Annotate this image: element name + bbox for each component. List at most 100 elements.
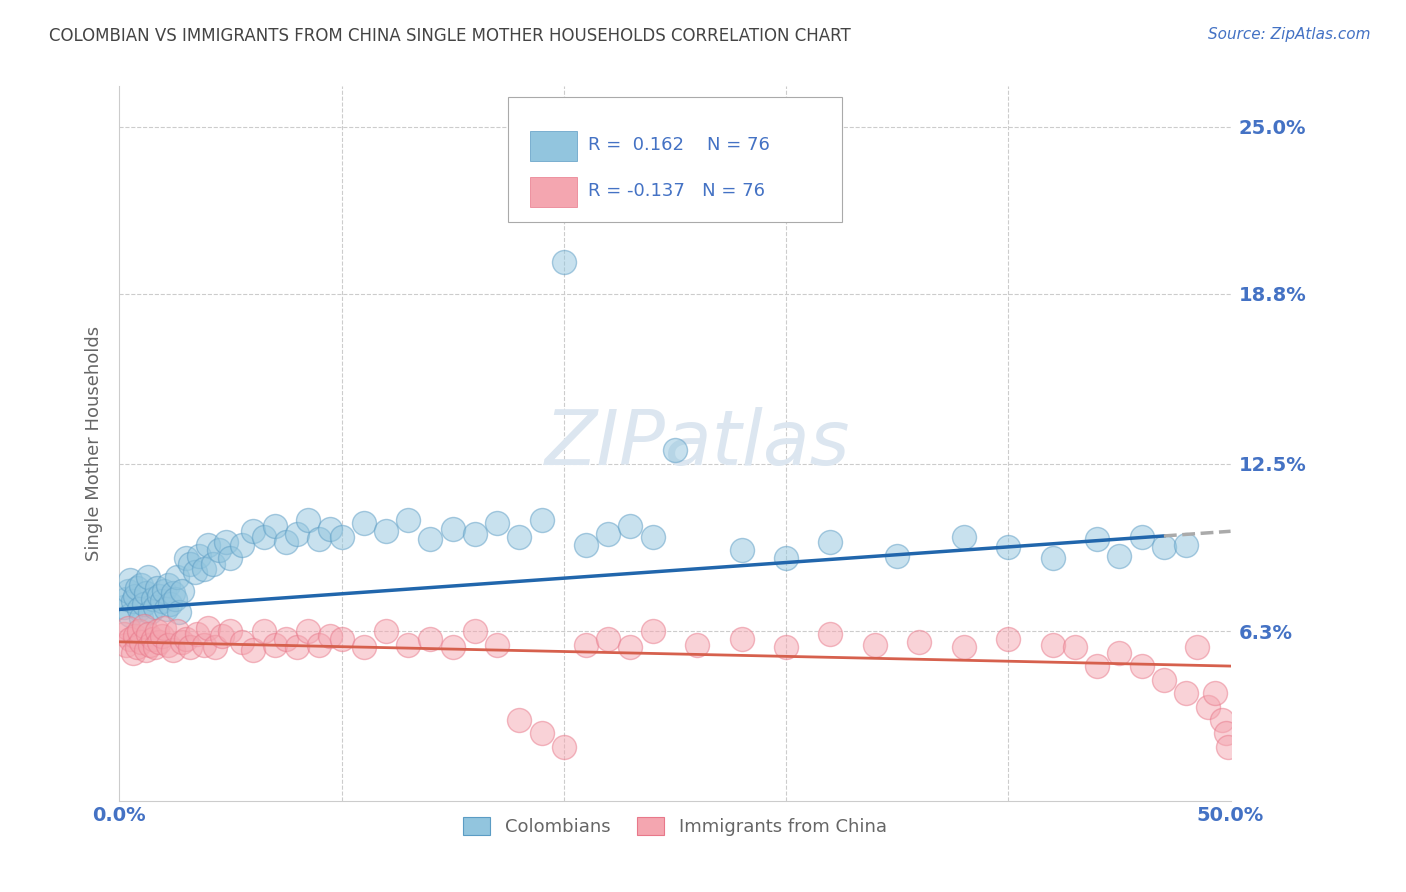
Point [730, 543, 752, 558]
Point [1108, 646, 1130, 660]
Point [169, 605, 191, 619]
Point [174, 551, 197, 566]
Point [150, 594, 173, 608]
Point [1215, 726, 1237, 740]
Point [193, 562, 215, 576]
Point [330, 530, 353, 544]
Point [197, 538, 219, 552]
Point [208, 543, 231, 558]
Point [139, 638, 162, 652]
Point [419, 632, 441, 646]
Point [820, 626, 842, 640]
Point [997, 632, 1019, 646]
Point [155, 602, 177, 616]
Text: R = -0.137   N = 76: R = -0.137 N = 76 [588, 182, 765, 201]
Point [1204, 686, 1226, 700]
Point [598, 632, 620, 646]
Text: Source: ZipAtlas.com: Source: ZipAtlas.com [1208, 27, 1371, 42]
Point [619, 640, 641, 655]
Point [179, 557, 201, 571]
Point [215, 535, 238, 549]
Point [486, 638, 509, 652]
Point [953, 530, 976, 544]
Point [730, 632, 752, 646]
Point [886, 549, 908, 563]
Point [136, 570, 159, 584]
Point [166, 570, 188, 584]
Point [174, 632, 197, 646]
Point [530, 513, 553, 527]
Point [112, 626, 135, 640]
Point [166, 624, 188, 638]
Point [142, 591, 165, 606]
Point [1187, 640, 1209, 655]
Point [285, 640, 308, 655]
Point [1064, 640, 1087, 655]
Point [575, 638, 598, 652]
Point [115, 591, 138, 606]
Point [124, 589, 146, 603]
Point [131, 578, 153, 592]
Point [148, 635, 170, 649]
Point [146, 581, 169, 595]
Point [197, 621, 219, 635]
Point [179, 640, 201, 655]
Point [131, 635, 153, 649]
Point [120, 632, 142, 646]
Point [441, 522, 464, 536]
Point [297, 513, 319, 527]
Point [486, 516, 509, 531]
Point [162, 586, 184, 600]
Point [120, 607, 142, 622]
Point [530, 726, 553, 740]
Point [157, 638, 180, 652]
Point [211, 629, 233, 643]
Point [598, 527, 620, 541]
Point [263, 638, 285, 652]
Point [1153, 541, 1175, 555]
Point [263, 519, 285, 533]
Point [396, 513, 419, 527]
Point [193, 638, 215, 652]
Point [274, 632, 297, 646]
Point [396, 638, 419, 652]
Point [128, 602, 150, 616]
Point [112, 599, 135, 614]
Point [142, 632, 165, 646]
Point [136, 626, 159, 640]
Point [231, 538, 253, 552]
Point [285, 527, 308, 541]
Point [150, 629, 173, 643]
Point [204, 640, 226, 655]
Point [152, 583, 174, 598]
Point [188, 549, 211, 563]
Point [242, 524, 264, 539]
Point [253, 624, 276, 638]
Point [353, 516, 375, 531]
Point [553, 739, 575, 754]
Point [863, 638, 886, 652]
Point [908, 635, 931, 649]
Point [117, 583, 139, 598]
Point [641, 624, 664, 638]
Point [686, 638, 709, 652]
Point [1042, 638, 1064, 652]
Point [619, 519, 641, 533]
Point [308, 533, 330, 547]
Point [131, 610, 153, 624]
Point [135, 586, 157, 600]
Point [1218, 739, 1240, 754]
Point [1175, 686, 1198, 700]
Point [997, 541, 1019, 555]
Point [121, 594, 143, 608]
Point [953, 640, 976, 655]
Point [146, 624, 169, 638]
Point [186, 626, 208, 640]
Text: R =  0.162    N = 76: R = 0.162 N = 76 [588, 136, 770, 154]
Point [1108, 549, 1130, 563]
Point [353, 640, 375, 655]
Point [1175, 538, 1198, 552]
Point [201, 557, 224, 571]
Point [575, 538, 598, 552]
Point [508, 713, 530, 727]
